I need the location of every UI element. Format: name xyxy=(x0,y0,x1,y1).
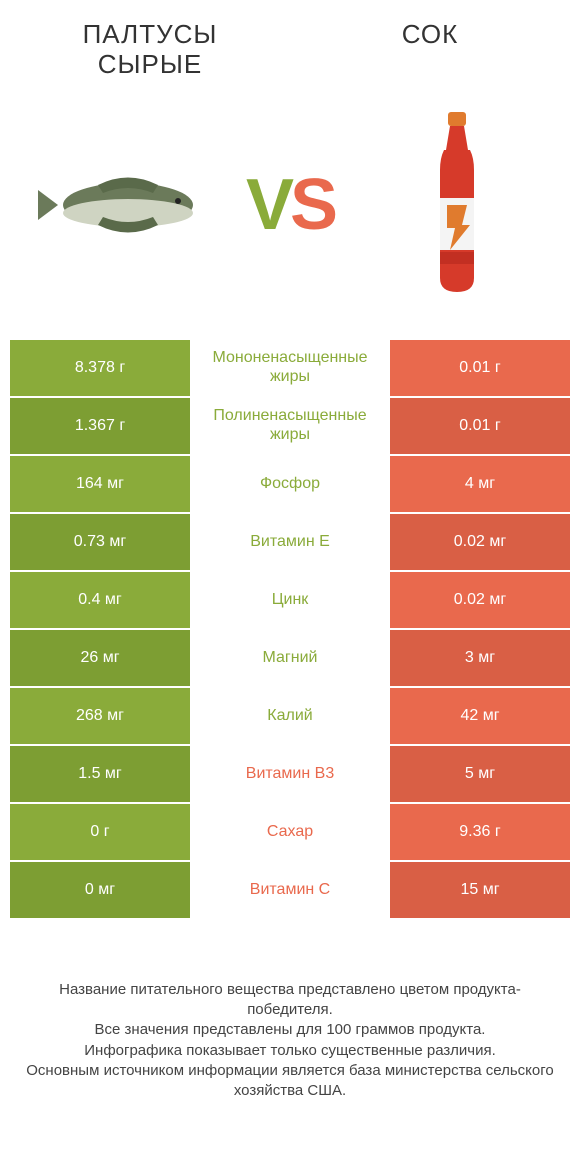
cell-left-value: 8.378 г xyxy=(10,340,190,396)
cell-nutrient-label: Цинк xyxy=(190,572,390,628)
cell-right-value: 0.02 мг xyxy=(390,572,570,628)
cell-right-value: 0.02 мг xyxy=(390,514,570,570)
cell-nutrient-label: Мононенасыщенные жиры xyxy=(190,340,390,396)
cell-left-value: 0 г xyxy=(10,804,190,860)
table-row: 8.378 гМононенасыщенные жиры0.01 г xyxy=(10,340,570,398)
cell-nutrient-label: Витамин E xyxy=(190,514,390,570)
cell-nutrient-label: Магний xyxy=(190,630,390,686)
fish-icon xyxy=(38,165,208,245)
table-row: 268 мгКалий42 мг xyxy=(10,688,570,746)
table-row: 1.5 мгВитамин B35 мг xyxy=(10,746,570,804)
table-row: 164 мгФосфор4 мг xyxy=(10,456,570,514)
cell-left-value: 164 мг xyxy=(10,456,190,512)
cell-right-value: 3 мг xyxy=(390,630,570,686)
cell-left-value: 26 мг xyxy=(10,630,190,686)
cell-nutrient-label: Витамин B3 xyxy=(190,746,390,802)
table-row: 0.4 мгЦинк0.02 мг xyxy=(10,572,570,630)
title-left: ПАЛТУСЫСЫРЫЕ xyxy=(10,20,290,80)
right-image-col xyxy=(344,110,570,300)
cell-left-value: 0 мг xyxy=(10,862,190,918)
table-row: 0 гСахар9.36 г xyxy=(10,804,570,862)
cell-right-value: 9.36 г xyxy=(390,804,570,860)
table-row: 0.73 мгВитамин E0.02 мг xyxy=(10,514,570,572)
left-image-col xyxy=(10,165,236,245)
footer-line: Основным источником информации является … xyxy=(20,1061,560,1102)
vs-s: S xyxy=(290,165,334,245)
cell-left-value: 0.73 мг xyxy=(10,514,190,570)
cell-nutrient-label: Витамин C xyxy=(190,862,390,918)
footer-line: Название питательного вещества представл… xyxy=(20,980,560,1021)
footer-line: Все значения представлены для 100 граммо… xyxy=(20,1020,560,1040)
cell-left-value: 1.5 мг xyxy=(10,746,190,802)
cell-nutrient-label: Фосфор xyxy=(190,456,390,512)
cell-nutrient-label: Полиненасыщенные жиры xyxy=(190,398,390,454)
vs-label: VS xyxy=(246,169,334,241)
vs-v: V xyxy=(246,165,290,245)
cell-right-value: 15 мг xyxy=(390,862,570,918)
footer-note: Название питательного вещества представл… xyxy=(20,980,560,1102)
table-row: 1.367 гПолиненасыщенные жиры0.01 г xyxy=(10,398,570,456)
header-row: ПАЛТУСЫСЫРЫЕ СОК xyxy=(10,0,570,80)
footer-line: Инфографика показывает только существенн… xyxy=(20,1041,560,1061)
cell-nutrient-label: Калий xyxy=(190,688,390,744)
table-row: 26 мгМагний3 мг xyxy=(10,630,570,688)
cell-left-value: 0.4 мг xyxy=(10,572,190,628)
comparison-table: 8.378 гМононенасыщенные жиры0.01 г1.367 … xyxy=(10,340,570,920)
bottle-icon xyxy=(422,110,492,300)
cell-right-value: 0.01 г xyxy=(390,398,570,454)
images-row: VS xyxy=(10,100,570,310)
header-right: СОК xyxy=(290,20,570,80)
vs-col: VS xyxy=(236,169,344,241)
cell-nutrient-label: Сахар xyxy=(190,804,390,860)
table-row: 0 мгВитамин C15 мг xyxy=(10,862,570,920)
cell-right-value: 42 мг xyxy=(390,688,570,744)
cell-left-value: 1.367 г xyxy=(10,398,190,454)
header-left: ПАЛТУСЫСЫРЫЕ xyxy=(10,20,290,80)
title-right: СОК xyxy=(290,20,570,50)
cell-right-value: 4 мг xyxy=(390,456,570,512)
cell-right-value: 5 мг xyxy=(390,746,570,802)
cell-right-value: 0.01 г xyxy=(390,340,570,396)
cell-left-value: 268 мг xyxy=(10,688,190,744)
